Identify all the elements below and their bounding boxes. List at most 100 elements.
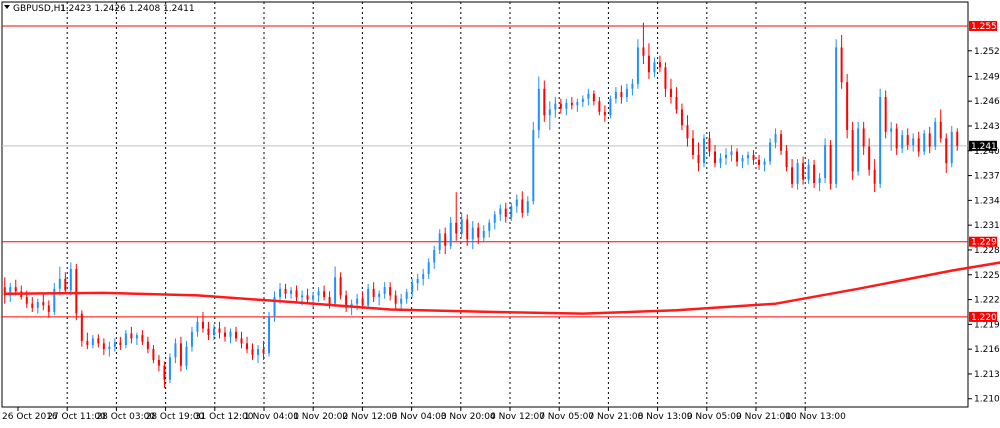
candle-body (939, 121, 942, 139)
candle-body (570, 102, 573, 106)
candle-body (91, 338, 94, 346)
level-price-label: 1.2295 (971, 238, 1000, 248)
y-tick-label: 1.2405 (974, 147, 1000, 157)
x-tick-label: 3 Nov 20:00 (441, 412, 496, 422)
candle-body (603, 111, 606, 116)
candle-body (312, 295, 315, 300)
candle-body (493, 214, 496, 223)
candle-body (31, 303, 34, 308)
candle-body (537, 88, 540, 131)
x-tick-label: 31 Oct 12:00 (195, 412, 254, 422)
x-tick-label: 3 Nov 04:00 (392, 412, 447, 422)
candle-body (554, 103, 557, 110)
y-tick-label: 1.2285 (974, 246, 1000, 256)
candle-body (345, 295, 348, 308)
candle-body (747, 154, 750, 159)
candle-body (416, 278, 419, 284)
x-tick-label: 28 Oct 19:00 (146, 412, 205, 422)
candle-body (433, 249, 436, 263)
y-tick-label: 1.2315 (974, 221, 1000, 231)
candle-body (642, 47, 645, 56)
candle-body (361, 298, 364, 306)
x-tick-label: 9 Nov 21:00 (736, 412, 791, 422)
candle-body (163, 365, 166, 380)
candle-body (488, 222, 491, 231)
candle-body (857, 128, 860, 172)
candle-body (262, 349, 265, 354)
candle-body (295, 290, 298, 298)
candle-body (240, 338, 243, 344)
x-tick-label: 8 Nov 13:00 (638, 412, 693, 422)
candle-body (102, 343, 105, 350)
candle-body (119, 342, 122, 346)
candle-body (691, 138, 694, 155)
x-tick-label: 27 Oct 11:00 (47, 412, 106, 422)
candle-body (53, 288, 56, 312)
candle-body (130, 333, 133, 339)
candle-body (879, 97, 882, 184)
candle-body (141, 335, 144, 342)
candle-body (736, 151, 739, 162)
candle-body (697, 154, 700, 164)
candle-body (301, 295, 304, 298)
candle-body (576, 102, 579, 106)
x-tick-label: 2 Nov 12:00 (342, 412, 397, 422)
candle-body (548, 109, 551, 116)
candle-body (80, 313, 83, 341)
level-price-badge (969, 20, 997, 31)
candle-body (592, 93, 595, 102)
candle-body (444, 233, 447, 246)
candle-body (664, 67, 667, 89)
candle-body (400, 298, 403, 304)
candle-body (146, 341, 149, 350)
candle-body (422, 273, 425, 279)
candle-body (229, 331, 232, 337)
bid-price-label: 1.2411 (971, 142, 1000, 152)
candle-body (725, 154, 728, 159)
candle-body (543, 88, 546, 116)
candle-body (526, 201, 529, 213)
candle-body (862, 128, 865, 147)
candle-body (713, 151, 716, 164)
candle-body (785, 150, 788, 168)
candle-body (912, 138, 915, 145)
candle-body (75, 268, 78, 314)
candle-body (47, 305, 50, 312)
candle-body (741, 158, 744, 162)
candle-body (868, 146, 871, 170)
candle-body (284, 288, 287, 294)
triangle-down-icon[interactable] (4, 5, 10, 9)
candle-body (36, 302, 39, 308)
candle-body (807, 164, 810, 180)
level-price-label: 1.2204 (971, 313, 1000, 323)
y-tick-label: 1.2195 (974, 320, 1000, 330)
candle-body (69, 268, 72, 291)
candle-body (455, 222, 458, 234)
y-tick-label: 1.2495 (974, 72, 1000, 82)
candle-body (135, 335, 138, 339)
candle-body (367, 288, 370, 306)
candle-body (791, 167, 794, 184)
candle-body (780, 134, 783, 151)
candle-body (427, 262, 430, 274)
candle-body (884, 97, 887, 132)
moving-average-line (3, 261, 1000, 315)
candle-body (669, 88, 672, 98)
y-tick-label: 1.2135 (974, 370, 1000, 380)
candle-body (598, 101, 601, 112)
candle-body (510, 206, 513, 217)
candle-body (647, 55, 650, 73)
candle-body (25, 297, 28, 304)
candle-body (846, 82, 849, 131)
candle-body (113, 342, 116, 347)
candle-body (196, 321, 199, 332)
candle-body (477, 227, 480, 238)
candle-body (565, 102, 568, 109)
y-tick-label: 1.2105 (974, 395, 1000, 405)
candle-body (928, 133, 931, 147)
candle-body (124, 333, 127, 346)
candle-body (934, 121, 937, 147)
candle-body (824, 144, 827, 179)
